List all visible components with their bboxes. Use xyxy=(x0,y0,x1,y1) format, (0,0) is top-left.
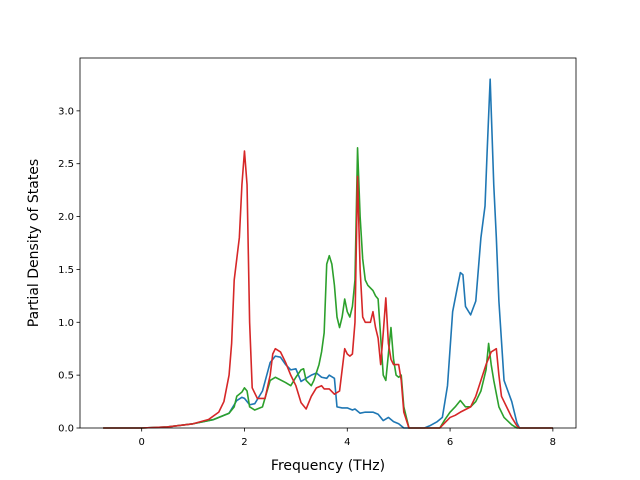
x-tick-label: 6 xyxy=(447,437,453,448)
plot-frame xyxy=(79,57,577,429)
series-line-1 xyxy=(103,78,553,429)
y-tick-label: 2.0 xyxy=(58,212,74,223)
y-tick-label: 0.0 xyxy=(58,424,74,435)
y-tick-label: 2.5 xyxy=(58,159,74,170)
plot-background xyxy=(80,58,576,428)
y-axis-label: Partial Density of States xyxy=(26,159,42,327)
x-axis-ticks: 0 2 4 6 8 xyxy=(138,428,556,448)
y-tick-label: 3.0 xyxy=(58,106,74,117)
y-tick-label: 1.0 xyxy=(58,318,74,329)
x-tick-label: 8 xyxy=(550,437,556,448)
series-layer xyxy=(103,78,553,429)
series-line-3 xyxy=(103,150,553,429)
x-axis-label: Frequency (THz) xyxy=(271,458,385,474)
y-tick-label: 0.5 xyxy=(58,371,74,382)
y-tick-label: 1.5 xyxy=(58,265,74,276)
series-line-2 xyxy=(103,147,553,429)
x-tick-label: 0 xyxy=(138,437,144,448)
x-tick-label: 4 xyxy=(344,437,350,448)
y-axis-ticks: 0.0 0.5 1.0 1.5 2.0 2.5 3.0 xyxy=(58,106,80,435)
x-tick-label: 2 xyxy=(241,437,247,448)
